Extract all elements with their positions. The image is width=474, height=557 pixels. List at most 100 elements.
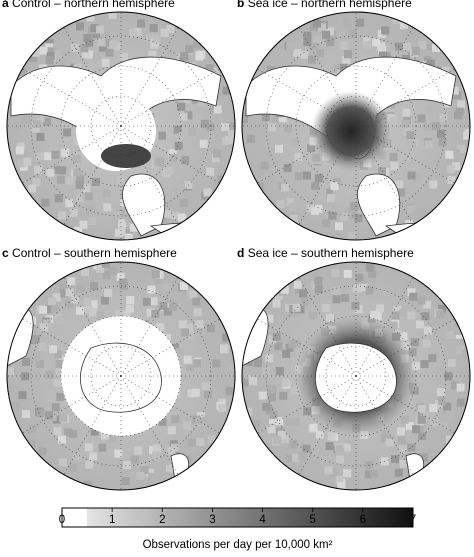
texture xyxy=(58,211,67,220)
texture xyxy=(140,465,149,474)
texture xyxy=(75,194,84,203)
texture xyxy=(262,113,271,122)
texture xyxy=(411,362,420,371)
texture xyxy=(89,300,98,309)
texture xyxy=(302,171,311,180)
texture xyxy=(123,461,132,470)
texture xyxy=(54,350,63,359)
texture xyxy=(43,152,52,161)
texture xyxy=(171,211,180,220)
texture xyxy=(75,306,84,315)
texture xyxy=(291,453,300,462)
texture xyxy=(249,377,258,386)
texture xyxy=(58,59,67,68)
texture xyxy=(346,188,355,197)
texture xyxy=(88,308,97,317)
texture xyxy=(226,122,235,131)
texture xyxy=(272,114,281,123)
texture xyxy=(65,54,74,63)
texture xyxy=(83,422,92,431)
texture xyxy=(436,310,445,319)
texture xyxy=(369,470,378,479)
texture xyxy=(218,404,227,413)
texture xyxy=(225,136,234,145)
texture xyxy=(102,189,111,198)
texture xyxy=(152,451,161,460)
meridian xyxy=(22,375,122,434)
texture xyxy=(179,282,188,291)
texture xyxy=(356,18,365,27)
land xyxy=(384,222,467,240)
texture xyxy=(80,268,89,277)
texture xyxy=(343,208,352,217)
texture xyxy=(103,31,112,40)
texture xyxy=(457,144,466,153)
texture xyxy=(29,54,38,63)
map-panel: c Control – southern hemisphere xyxy=(2,246,236,491)
texture xyxy=(163,307,172,316)
texture xyxy=(431,43,440,52)
texture xyxy=(438,396,447,405)
texture xyxy=(327,432,336,441)
map-border xyxy=(241,11,471,241)
texture xyxy=(31,124,40,133)
texture xyxy=(227,129,235,138)
texture xyxy=(347,231,356,240)
texture xyxy=(412,47,421,56)
texture xyxy=(292,303,301,312)
texture xyxy=(268,335,277,344)
texture xyxy=(420,359,429,368)
texture xyxy=(370,310,379,319)
texture xyxy=(403,172,412,181)
texture xyxy=(335,475,344,484)
texture xyxy=(279,391,288,400)
texture xyxy=(207,435,216,444)
texture xyxy=(407,311,416,320)
texture xyxy=(355,273,364,282)
texture xyxy=(148,50,157,59)
texture xyxy=(423,326,432,335)
texture xyxy=(55,359,64,368)
texture xyxy=(22,357,31,366)
texture xyxy=(462,350,470,359)
texture xyxy=(372,38,381,47)
texture xyxy=(349,211,358,220)
texture xyxy=(193,359,202,368)
texture xyxy=(219,344,228,353)
texture xyxy=(359,53,368,62)
texture xyxy=(176,348,185,357)
texture xyxy=(213,105,222,114)
texture xyxy=(147,285,156,294)
texture xyxy=(53,427,62,436)
antarctica xyxy=(315,342,397,413)
panel-text: Control – southern hemisphere xyxy=(12,246,177,260)
texture xyxy=(274,342,283,351)
texture xyxy=(130,455,139,464)
texture xyxy=(282,349,291,358)
texture xyxy=(397,436,406,445)
texture xyxy=(312,55,321,64)
texture xyxy=(242,378,249,387)
texture xyxy=(149,24,158,33)
texture xyxy=(39,46,48,55)
texture xyxy=(264,434,273,443)
texture xyxy=(34,165,43,174)
texture xyxy=(436,388,445,397)
texture xyxy=(315,430,324,439)
texture xyxy=(286,417,295,426)
texture xyxy=(399,332,408,341)
texture xyxy=(407,171,416,180)
texture xyxy=(187,438,196,447)
panel-letter: c xyxy=(2,246,9,260)
panel-letter: a xyxy=(2,0,9,10)
texture xyxy=(116,175,125,184)
texture xyxy=(425,105,434,114)
texture xyxy=(59,283,68,292)
texture xyxy=(11,401,20,410)
texture xyxy=(453,91,462,100)
texture xyxy=(324,466,333,475)
texture xyxy=(341,294,350,303)
texture xyxy=(283,163,292,172)
texture xyxy=(184,180,193,189)
texture xyxy=(65,199,74,208)
